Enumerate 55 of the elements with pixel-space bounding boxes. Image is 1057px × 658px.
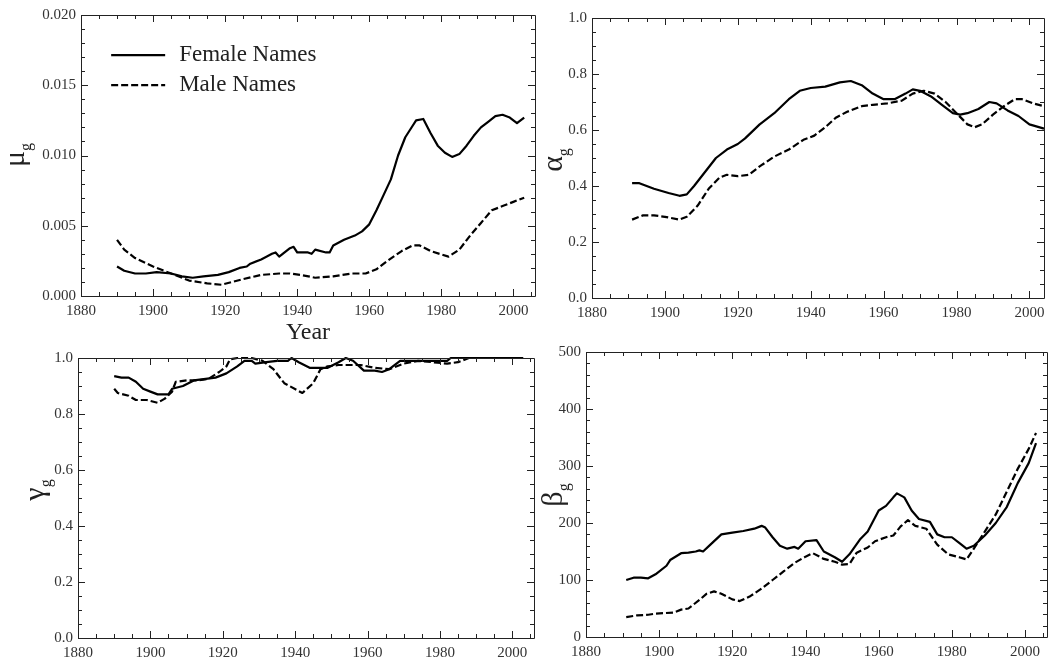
x-tick-label: 1880 [577, 303, 607, 320]
x-tick-label: 1880 [66, 301, 96, 318]
x-tick-label: 1900 [644, 642, 675, 658]
x-tick-label: 1920 [210, 301, 241, 318]
legend-label: Male Names [179, 71, 297, 97]
y-tick-label: 0.8 [568, 64, 587, 81]
x-tick-label: 1940 [790, 642, 821, 658]
x-tick-label: 1900 [138, 301, 169, 318]
y-tick-label: 0.4 [54, 516, 74, 533]
x-tick-label: 1920 [717, 642, 748, 658]
y-tick-label: 0.6 [568, 120, 588, 137]
y-tick-label: 1.0 [568, 8, 587, 25]
x-tick-label: 1880 [63, 643, 93, 658]
x-tick-label: 1980 [426, 301, 457, 318]
x-tick-label: 1980 [941, 303, 972, 320]
x-tick-label: 2000 [1014, 303, 1045, 320]
y-tick-label: 0.6 [54, 460, 74, 477]
y-tick-label: 0.8 [54, 404, 73, 421]
y-tick-label: 200 [558, 513, 581, 530]
y-tick-label: 500 [558, 342, 581, 359]
x-tick-label: 1900 [135, 643, 166, 658]
y-tick-label: 0 [573, 627, 581, 644]
x-tick-label: 1960 [354, 301, 385, 318]
x-tick-label: 1980 [936, 642, 967, 658]
y-tick-label: 0.010 [42, 146, 76, 163]
y-tick-label: 0.2 [54, 572, 73, 589]
x-tick-label: 1980 [424, 643, 455, 658]
y-tick-label: 0.0 [568, 288, 587, 305]
x-tick-label: 1880 [571, 642, 601, 658]
y-tick-label: 0.4 [568, 176, 588, 193]
x-tick-label: 1920 [207, 643, 238, 658]
y-tick-label: 0.000 [42, 286, 76, 303]
legend-label: Female Names [179, 41, 317, 67]
y-tick-label: 0.015 [42, 76, 76, 93]
x-tick-label: 2000 [497, 643, 528, 658]
x-tick-label: 2000 [1010, 642, 1041, 658]
x-tick-label: 1960 [868, 303, 899, 320]
x-tick-label: 1960 [352, 643, 383, 658]
y-tick-label: 300 [558, 456, 581, 473]
y-tick-label: 400 [558, 399, 581, 416]
x-tick-label: 1960 [863, 642, 894, 658]
y-tick-label: 100 [558, 570, 581, 587]
x-axis-title: Year [285, 318, 331, 345]
x-tick-label: 2000 [498, 301, 529, 318]
y-tick-label: 0.2 [568, 232, 587, 249]
x-tick-label: 1940 [795, 303, 826, 320]
line-series [625, 431, 1038, 619]
x-tick-label: 1920 [722, 303, 753, 320]
x-tick-label: 1940 [282, 301, 313, 318]
x-tick-label: 1900 [649, 303, 680, 320]
y-tick-label: 0.005 [42, 216, 76, 233]
x-tick-label: 1940 [280, 643, 311, 658]
y-tick-label: 0.0 [54, 628, 73, 645]
y-tick-label: 0.020 [42, 5, 76, 22]
y-tick-label: 1.0 [54, 348, 73, 365]
